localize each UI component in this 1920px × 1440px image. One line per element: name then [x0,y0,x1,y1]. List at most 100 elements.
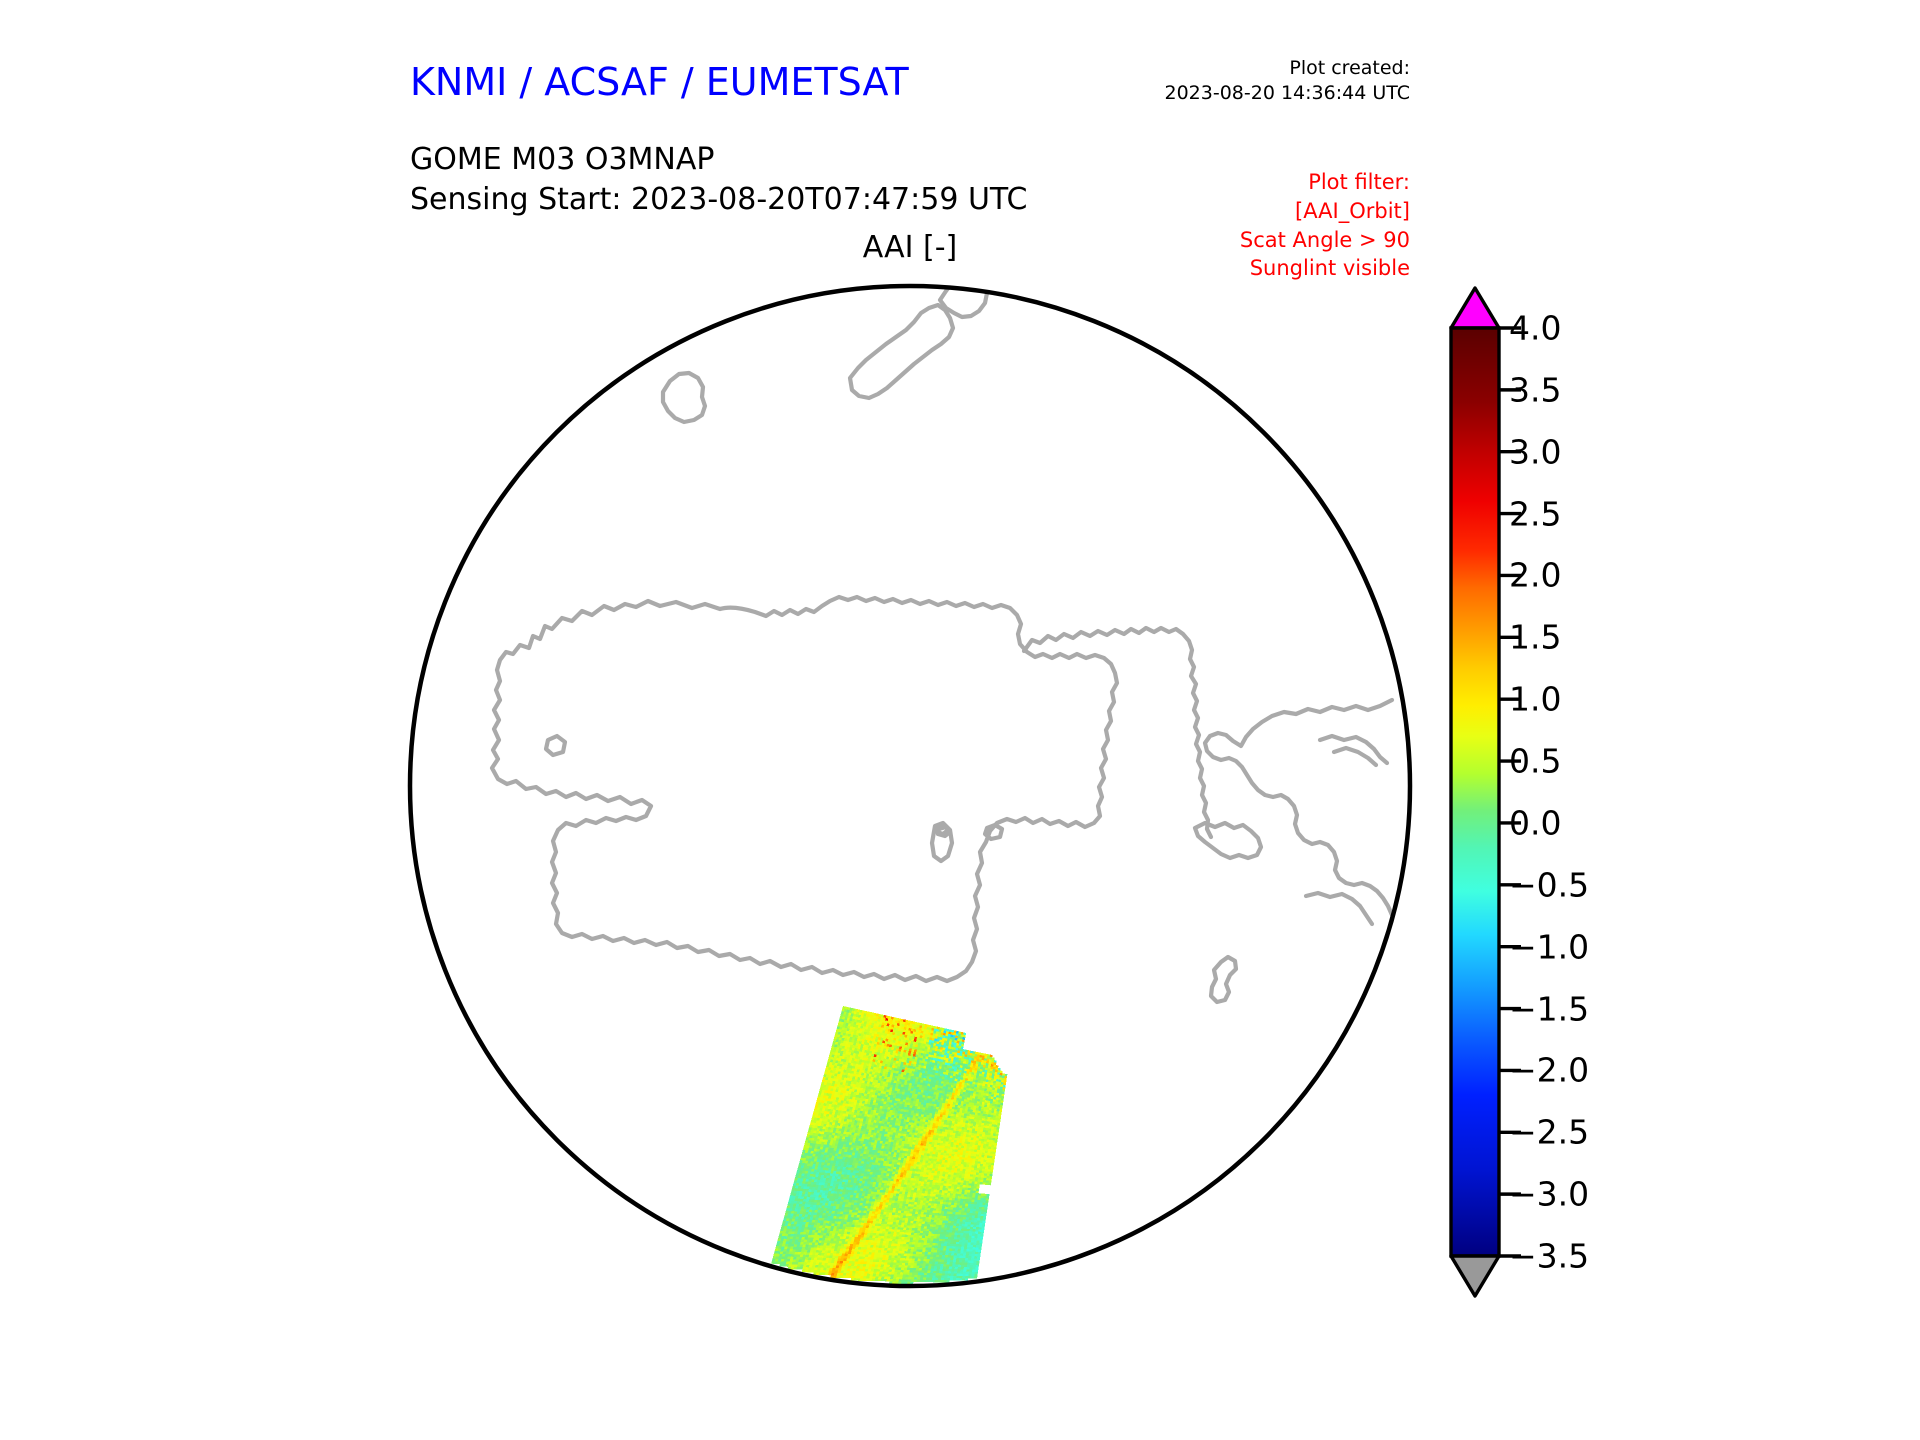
swath-pixel [879,1108,883,1112]
swath-pixel [938,1121,942,1125]
swath-pixel [894,1098,898,1101]
swath-pixel [913,1098,917,1102]
swath-pixel [946,1055,949,1059]
swath-pixel [981,1071,985,1075]
swath-pixel [980,1127,984,1130]
swath-pixel [969,1081,973,1084]
swath-pixel [846,1139,850,1143]
swath-pixel [951,1120,955,1124]
swath-pixel [994,1108,997,1112]
swath-pixel [955,1114,959,1118]
swath-pixel [861,1171,865,1174]
swath-pixel [949,1134,953,1138]
swath-pixel [857,1130,861,1134]
swath-pixel [952,1177,956,1180]
swath-pixel [850,1124,854,1128]
swath-pixel [944,1103,948,1106]
swath-pixel [921,1072,925,1076]
swath-pixel [875,1067,879,1071]
swath-pixel [979,1085,983,1088]
swath-pixel [835,1031,839,1035]
swath-pixel [942,1157,946,1161]
swath-pixel [813,1127,818,1131]
swath-pixel [877,1160,882,1163]
swath-pixel [871,1071,875,1075]
swath-pixel [1000,1102,1004,1106]
swath-pixel [883,1058,887,1062]
swath-pixel [821,1110,825,1114]
swath-pixel [866,1040,870,1043]
swath-pixel [934,1113,938,1117]
swath-pixel [845,1022,849,1026]
swath-pixel [897,1088,901,1092]
swath-pixel [844,1075,848,1078]
swath-pixel [949,1053,952,1057]
swath-pixel [888,1124,892,1128]
swath-pixel [978,1170,982,1174]
swath-pixel [959,1184,963,1188]
swath-pixel [960,1077,963,1080]
swath-pixel [914,1069,918,1072]
swath-pixel [835,1130,839,1134]
swath-pixel [923,1155,927,1158]
swath-pixel [971,1069,975,1073]
swath-pixel [827,1059,831,1062]
swath-pixel [877,1113,882,1116]
swath-pixel [935,1043,939,1047]
swath-pixel [992,1103,996,1107]
swath-pixel [890,1029,894,1033]
swath-pixel [980,1124,984,1128]
swath-pixel [829,1140,834,1143]
swath-pixel [895,1060,899,1064]
swath-pixel [953,1114,957,1117]
swath-pixel [822,1170,826,1173]
swath-pixel [942,1059,946,1063]
swath-pixel [894,1188,898,1192]
swath-pixel [953,1099,957,1103]
swath-pixel [922,1119,926,1122]
swath-pixel [844,1043,849,1047]
swath-pixel [968,1185,972,1188]
swath-pixel [908,1107,912,1111]
swath-pixel [853,1190,858,1193]
swath-pixel [918,1052,922,1056]
swath-pixel [858,1170,862,1174]
swath-pixel [852,1107,856,1110]
swath-pixel [916,1120,920,1124]
swath-pixel [918,1128,922,1131]
swath-pixel [897,1133,901,1136]
swath-pixel [895,1030,899,1034]
swath-pixel [955,1086,959,1089]
swath-pixel [901,1131,905,1134]
swath-pixel [864,1171,868,1174]
swath-pixel [856,1143,861,1146]
swath-pixel [984,1086,988,1089]
swath-pixel [914,1118,918,1121]
swath-pixel [893,1027,897,1031]
swath-pixel [938,1056,942,1060]
swath-pixel [928,1132,932,1135]
swath-pixel [966,1162,970,1165]
swath-pixel [833,1054,838,1058]
swath-pixel [895,1017,899,1021]
swath-pixel [822,1097,826,1101]
swath-pixel [927,1056,931,1060]
swath-pixel [924,1124,928,1127]
swath-pixel [843,1019,847,1023]
swath-pixel [858,1195,862,1199]
swath-pixel [878,1123,882,1126]
swath-pixel [923,1087,927,1091]
swath-pixel [955,1059,959,1063]
swath-pixel [841,1008,845,1012]
swath-pixel [900,1157,904,1161]
swath-pixel [797,1185,802,1189]
swath-pixel [980,1097,983,1100]
swath-pixel [862,1054,867,1058]
swath-pixel [818,1099,823,1103]
swath-pixel [845,1090,849,1094]
swath-pixel [911,1158,915,1162]
swath-pixel [965,1134,969,1138]
swath-pixel [843,1067,848,1070]
swath-pixel [882,1118,886,1122]
swath-pixel [941,1192,945,1195]
